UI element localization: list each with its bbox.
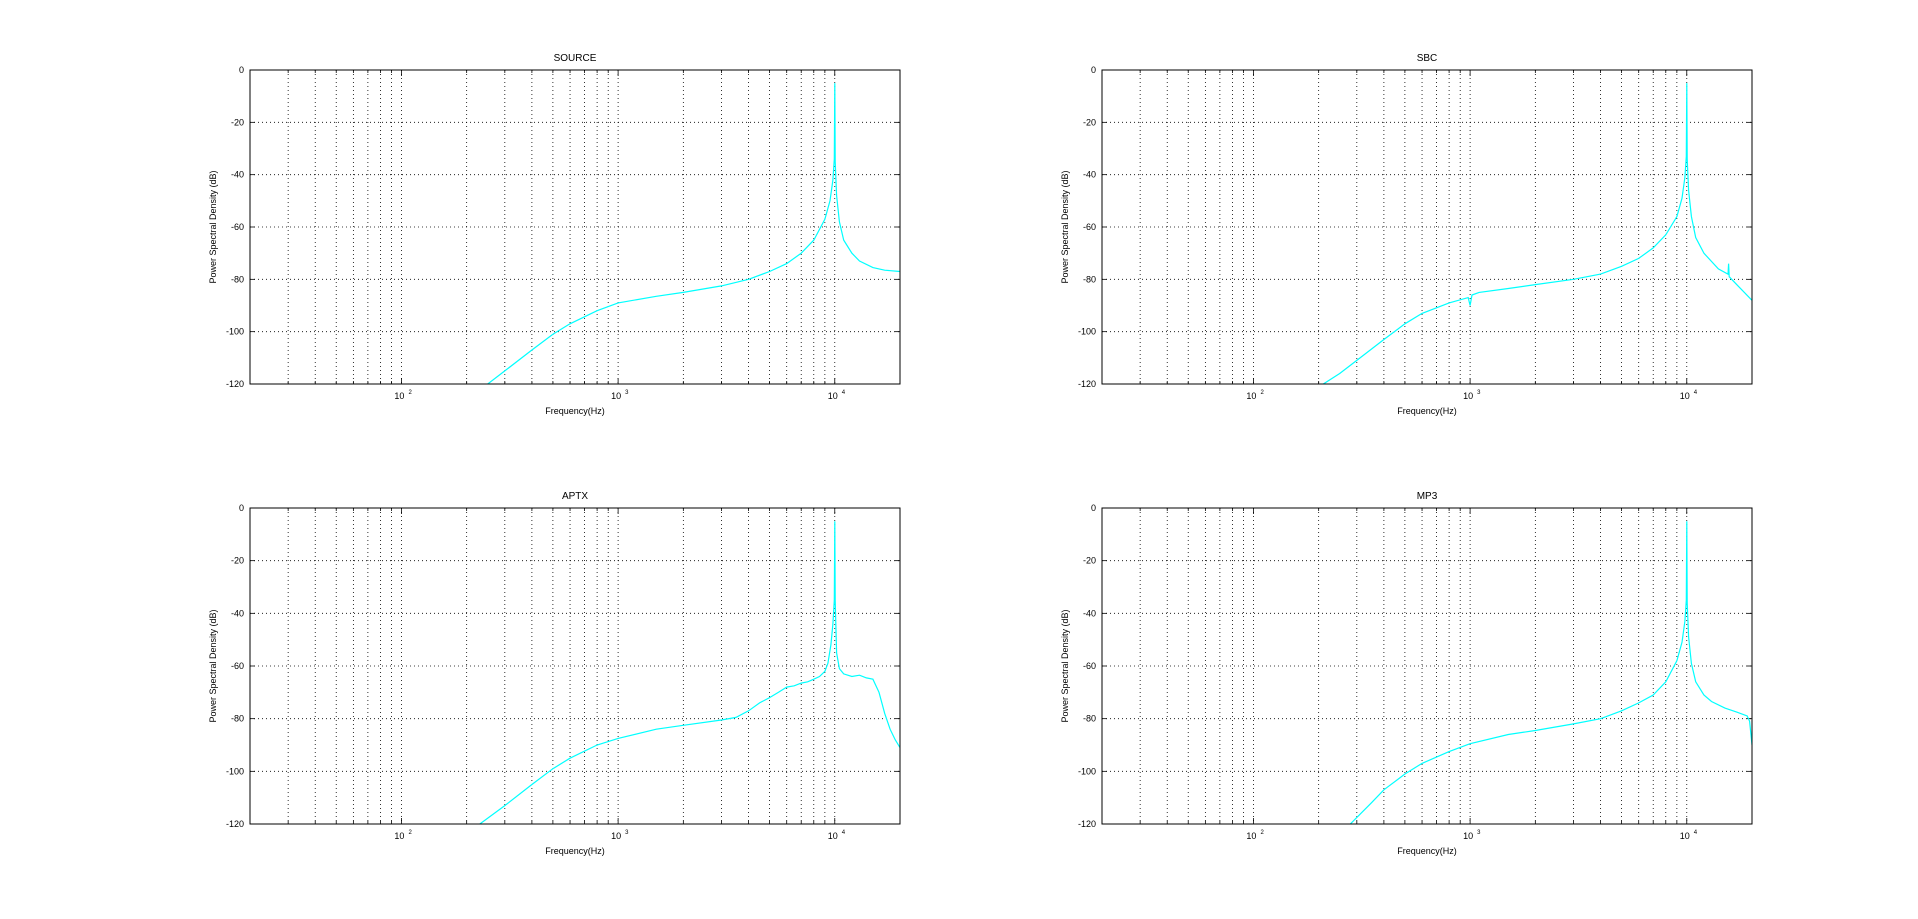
y-tick-label: 0	[239, 503, 244, 513]
y-tick-label: -60	[231, 661, 244, 671]
x-tick-exponent: 4	[842, 830, 846, 836]
y-tick-label: -80	[1083, 274, 1096, 284]
axes-box	[1101, 507, 1753, 825]
x-tick-label: 10	[1680, 391, 1690, 401]
y-tick-label: 0	[1091, 65, 1096, 75]
chart-panel: 0 -20 -40 -60 -80 -100 -120 10 2 10 3 10 4 MP3 Frequen…	[1060, 491, 1753, 856]
x-tick-exponent: 3	[625, 830, 629, 836]
y-tick-label: -60	[1083, 661, 1096, 671]
y-tick-label: -80	[231, 274, 244, 284]
y-tick-label: -20	[1083, 556, 1096, 566]
psd-line	[487, 83, 900, 384]
axes-box	[1101, 69, 1753, 385]
psd-line	[479, 521, 900, 824]
y-tick-label: -120	[1078, 819, 1096, 829]
x-tick-exponent: 2	[408, 390, 412, 396]
y-tick-label: -100	[1078, 766, 1096, 776]
x-tick-exponent: 2	[408, 830, 412, 836]
y-tick-label: -60	[231, 222, 244, 232]
x-tick-exponent: 2	[1260, 390, 1264, 396]
y-tick-label: 0	[239, 65, 244, 75]
x-axis-label: Frequency(Hz)	[545, 846, 605, 856]
x-axis-label: Frequency(Hz)	[545, 406, 605, 416]
y-axis-label: Power Spectral Density (dB)	[208, 609, 218, 722]
grid	[1102, 507, 1752, 825]
grid	[1102, 69, 1752, 385]
x-tick-label: 10	[1463, 831, 1473, 841]
y-tick-label: -20	[231, 556, 244, 566]
x-axis-label: Frequency(Hz)	[1397, 406, 1457, 416]
grid	[250, 507, 900, 825]
y-axis-label: Power Spectral Density (dB)	[1060, 609, 1070, 722]
y-tick-label: -120	[226, 379, 244, 389]
x-tick-exponent: 4	[842, 390, 846, 396]
x-tick-label: 10	[1463, 391, 1473, 401]
y-tick-label: -80	[231, 714, 244, 724]
x-tick-label: 10	[828, 391, 838, 401]
chart-title: SOURCE	[554, 53, 597, 64]
psd-line	[1349, 521, 1752, 824]
y-tick-label: -80	[1083, 714, 1096, 724]
x-tick-label: 10	[394, 391, 404, 401]
x-tick-label: 10	[1246, 831, 1256, 841]
y-tick-label: -100	[1078, 327, 1096, 337]
x-tick-label: 10	[611, 831, 621, 841]
x-tick-exponent: 4	[1694, 830, 1698, 836]
axes-box	[249, 69, 901, 385]
y-axis-label: Power Spectral Density (dB)	[1060, 170, 1070, 283]
grid	[250, 69, 900, 385]
y-tick-label: -120	[226, 819, 244, 829]
y-tick-label: -40	[231, 608, 244, 618]
y-tick-label: -20	[231, 117, 244, 127]
psd-line	[1322, 83, 1752, 384]
chart-title: MP3	[1417, 491, 1438, 502]
x-tick-exponent: 2	[1260, 830, 1264, 836]
x-tick-label: 10	[1246, 391, 1256, 401]
x-axis-label: Frequency(Hz)	[1397, 846, 1457, 856]
x-tick-label: 10	[1680, 831, 1690, 841]
y-tick-label: -40	[231, 170, 244, 180]
y-tick-label: -20	[1083, 117, 1096, 127]
x-tick-exponent: 3	[625, 390, 629, 396]
chart-panel: 0 -20 -40 -60 -80 -100 -120 10 2 10 3 10 4 APTX Freque…	[208, 491, 901, 856]
chart-panel: 0 -20 -40 -60 -80 -100 -120 10 2 10 3 10 4 SBC Frequen…	[1060, 53, 1753, 416]
x-tick-label: 10	[611, 391, 621, 401]
y-tick-label: -40	[1083, 608, 1096, 618]
y-tick-label: -100	[226, 766, 244, 776]
x-tick-exponent: 3	[1477, 830, 1481, 836]
chart-panel: 0 -20 -40 -60 -80 -100 -120 10 2 10 3 10 4 SOURCE Freq…	[208, 53, 901, 416]
y-axis-label: Power Spectral Density (dB)	[208, 170, 218, 283]
x-tick-label: 10	[828, 831, 838, 841]
y-tick-label: -40	[1083, 170, 1096, 180]
y-tick-label: -100	[226, 327, 244, 337]
axes-box	[249, 507, 901, 825]
y-tick-label: 0	[1091, 503, 1096, 513]
x-tick-exponent: 3	[1477, 390, 1481, 396]
x-tick-label: 10	[394, 831, 404, 841]
y-tick-label: -120	[1078, 379, 1096, 389]
chart-title: SBC	[1417, 53, 1438, 64]
y-tick-label: -60	[1083, 222, 1096, 232]
chart-title: APTX	[562, 491, 588, 502]
x-tick-exponent: 4	[1694, 390, 1698, 396]
